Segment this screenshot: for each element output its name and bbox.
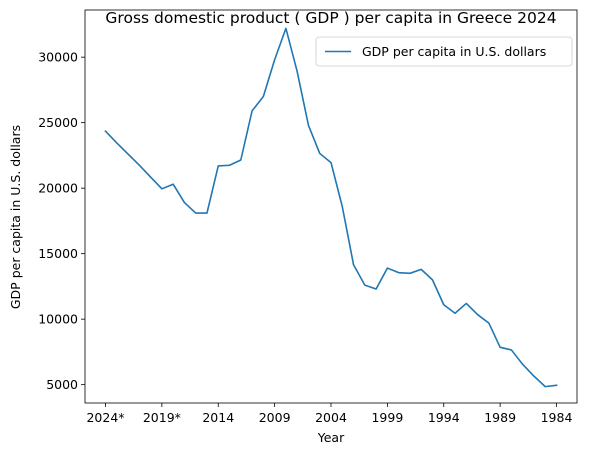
y-tick-label: 30000 [38,50,78,65]
plot-frame [85,10,577,403]
x-tick-label: 1999 [371,410,403,425]
x-tick-label: 1989 [484,410,516,425]
chart-title: Gross domestic product ( GDP ) per capit… [105,9,556,27]
x-tick-label: 2014 [202,410,234,425]
legend-entry-gdp: GDP per capita in U.S. dollars [362,44,546,59]
x-tick-label: 2024* [86,410,124,425]
x-axis-label: Year [317,430,345,445]
y-tick-label: 20000 [38,181,78,196]
series-line-gdp [106,28,557,386]
x-tick-label: 2019* [143,410,181,425]
y-tick-label: 25000 [38,115,78,130]
x-tick-label: 1984 [541,410,573,425]
x-axis: 2024* 2019* 2014 2009 2004 1999 1994 1989 1984 [86,403,572,425]
legend: GDP per capita in U.S. dollars [316,37,572,66]
y-tick-label: 10000 [38,312,78,327]
y-axis: 5000 10000 15000 20000 25000 30000 [38,50,85,393]
y-tick-label: 15000 [38,246,78,261]
y-axis-label: GDP per capita in U.S. dollars [8,125,23,309]
x-tick-label: 1994 [428,410,460,425]
x-tick-label: 2009 [259,410,291,425]
x-tick-label: 2004 [315,410,347,425]
y-tick-label: 5000 [46,377,78,392]
